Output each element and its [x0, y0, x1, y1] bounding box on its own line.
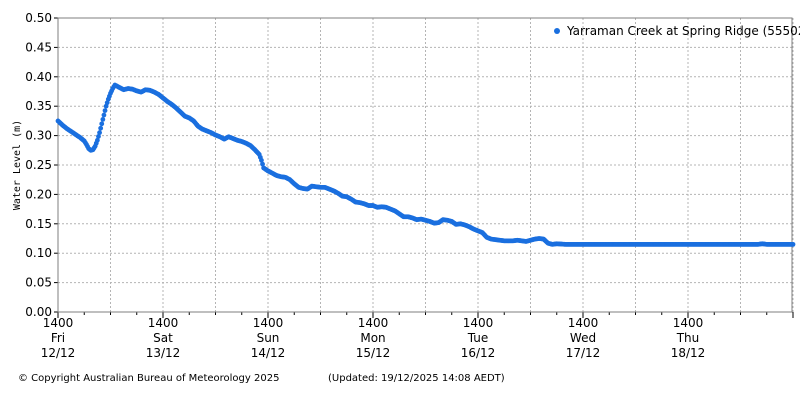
axes: 0.00 0.05 0.10 0.15 0.20 0.25 0.30 0.35 0.40 0.45… [25, 11, 794, 360]
x-tick-label-date: 13/12 [146, 346, 181, 360]
data-point [100, 117, 106, 122]
y-tick-label: 0.20 [25, 187, 52, 201]
x-tick-label-day: Thu [676, 331, 700, 345]
x-tick-label-date: 12/12 [41, 346, 76, 360]
x-tick-label-date: 16/12 [461, 346, 496, 360]
data-point [259, 157, 264, 163]
y-axis-title: Water Level (m) [12, 120, 23, 210]
y-tick-label: 0.05 [25, 276, 52, 290]
x-tick-label-time: 1400 [358, 316, 389, 330]
x-tick-label-date: 17/12 [566, 346, 601, 360]
x-tick-label-date: 14/12 [251, 346, 286, 360]
data-point [99, 121, 105, 127]
gridlines [58, 17, 794, 313]
y-tick-label: 0.40 [25, 70, 52, 84]
y-tick-label: 0.00 [25, 305, 52, 319]
x-tick-label-time: 1400 [148, 316, 179, 330]
x-tick-label-time: 1400 [463, 316, 494, 330]
data-point [96, 134, 101, 139]
x-tick-label-day: Sat [153, 331, 173, 345]
y-tick-label: 0.25 [25, 158, 52, 172]
x-tick-label-time: 1400 [253, 316, 284, 330]
x-tick-label-day: Mon [360, 331, 385, 345]
plot-frame [57, 17, 793, 313]
x-tick-label-date: 18/12 [671, 346, 706, 360]
y-tick-label: 0.10 [25, 246, 52, 260]
x-tick-label-day: Fri [51, 331, 65, 345]
x-tick-label-date: 15/12 [356, 346, 391, 360]
x-tick-label-time: 1400 [568, 316, 599, 330]
y-tick-label: 0.15 [25, 217, 52, 231]
x-tick-label-time: 1400 [43, 316, 74, 330]
data-series [55, 82, 796, 247]
data-point [790, 241, 796, 247]
data-point [102, 108, 108, 114]
x-tick-label-day: Wed [570, 331, 596, 345]
data-point [260, 161, 265, 167]
x-tick-label-day: Sun [257, 331, 280, 345]
y-tick-label: 0.45 [25, 40, 52, 54]
legend-marker [554, 28, 560, 34]
y-tick-label: 0.30 [25, 129, 52, 143]
x-tick-label-day: Tue [467, 331, 489, 345]
data-point [97, 130, 102, 136]
data-point [101, 112, 107, 118]
updated-timestamp: (Updated: 19/12/2025 14:08 AEDT) [328, 373, 505, 384]
data-point [98, 125, 104, 131]
y-tick-label: 0.35 [25, 99, 52, 113]
legend: Yarraman Creek at Spring Ridge (555028) [554, 24, 800, 38]
data-point [94, 137, 100, 143]
y-tick-label: 0.50 [25, 11, 52, 25]
copyright-notice: © Copyright Australian Bureau of Meteoro… [18, 373, 280, 384]
x-tick-label-time: 1400 [673, 316, 704, 330]
legend-label: Yarraman Creek at Spring Ridge (555028) [566, 24, 800, 38]
